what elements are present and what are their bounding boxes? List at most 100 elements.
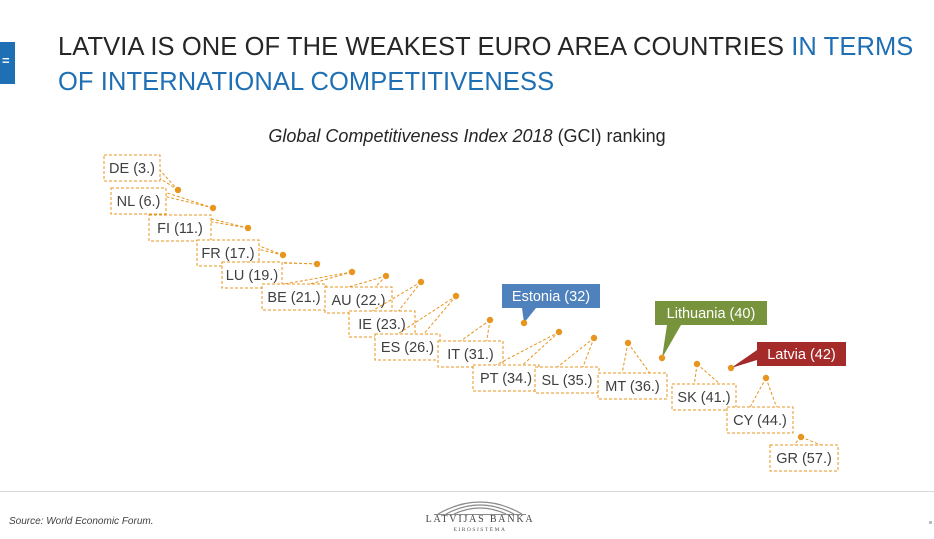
label-box bbox=[671, 383, 737, 411]
point-ie: IE (23.) bbox=[348, 278, 425, 338]
chart-title-normal: (GCI) ranking bbox=[552, 126, 666, 146]
data-label: SL (35.) bbox=[541, 373, 592, 389]
data-marker bbox=[797, 433, 805, 441]
data-label: Estonia (32) bbox=[512, 289, 590, 305]
data-marker bbox=[382, 272, 390, 280]
leader-line bbox=[793, 436, 822, 446]
source-note: Source: World Economic Forum. bbox=[9, 516, 154, 527]
data-marker bbox=[209, 204, 217, 212]
callout-box bbox=[655, 301, 767, 325]
label-box bbox=[348, 310, 416, 338]
point-gr: GR (57.) bbox=[769, 433, 839, 472]
data-label: NL (6.) bbox=[117, 194, 161, 210]
point-mt: MT (36.) bbox=[597, 339, 668, 400]
callout-tail bbox=[662, 325, 681, 358]
point-cy: CY (44.) bbox=[726, 374, 794, 434]
point-be: BE (21.) bbox=[261, 268, 356, 311]
logo-name: LATVIJAS BANKA bbox=[425, 514, 535, 525]
point-lithuania: Lithuania (40) bbox=[655, 301, 767, 362]
slide-title: LATVIA IS ONE OF THE WEAKEST EURO AREA C… bbox=[58, 30, 928, 100]
data-marker bbox=[658, 354, 666, 362]
point-es: ES (26.) bbox=[374, 292, 460, 361]
side-tab[interactable]: = bbox=[0, 42, 15, 84]
data-marker bbox=[727, 364, 735, 372]
data-marker bbox=[452, 292, 460, 300]
point-de: DE (3.) bbox=[103, 154, 182, 194]
data-marker bbox=[174, 186, 182, 194]
point-lu: LU (19.) bbox=[221, 260, 321, 289]
data-marker bbox=[279, 251, 287, 259]
data-marker bbox=[693, 360, 701, 368]
label-box bbox=[103, 154, 161, 182]
data-label: FR (17.) bbox=[201, 246, 254, 262]
label-box bbox=[324, 286, 393, 314]
menu-icon: = bbox=[2, 53, 10, 68]
data-label: BE (21.) bbox=[267, 290, 320, 306]
callout-tail bbox=[522, 308, 536, 323]
label-box bbox=[597, 372, 668, 400]
latvijas-banka-logo: LATVIJAS BANKA EIROSISTĒMA bbox=[420, 494, 540, 538]
leader-line bbox=[397, 295, 457, 335]
point-latvia: Latvia (42) bbox=[727, 342, 846, 372]
data-marker bbox=[348, 268, 356, 276]
data-label: Lithuania (40) bbox=[667, 306, 756, 322]
leader-line bbox=[371, 281, 422, 312]
data-label: FI (11.) bbox=[157, 221, 203, 237]
title-main: LATVIA IS ONE OF THE WEAKEST EURO AREA C… bbox=[58, 33, 792, 61]
logo-subtitle: EIROSISTĒMA bbox=[453, 527, 507, 533]
data-marker bbox=[486, 316, 494, 324]
label-box bbox=[148, 214, 212, 242]
point-sk: SK (41.) bbox=[671, 360, 737, 411]
data-marker bbox=[762, 374, 770, 382]
point-nl: NL (6.) bbox=[110, 187, 217, 215]
leader-line bbox=[749, 377, 777, 408]
point-fi: FI (11.) bbox=[148, 214, 252, 242]
data-label: ES (26.) bbox=[381, 340, 434, 356]
callout-box bbox=[757, 342, 846, 366]
point-it: IT (31.) bbox=[437, 316, 504, 368]
data-marker bbox=[520, 319, 528, 327]
data-marker bbox=[313, 260, 321, 268]
label-box bbox=[437, 340, 504, 368]
chart-title-italic: Global Competitiveness Index 2018 bbox=[268, 126, 553, 146]
corner-mark bbox=[929, 521, 932, 524]
data-marker bbox=[590, 334, 598, 342]
leader-line bbox=[284, 271, 353, 285]
title-highlight: IN TERMS OF INTERNATIONAL COMPETITIVENES… bbox=[58, 33, 914, 96]
point-au: AU (22.) bbox=[324, 272, 393, 314]
data-label: CY (44.) bbox=[733, 413, 787, 429]
callout-tail bbox=[731, 350, 757, 368]
label-box bbox=[769, 444, 839, 472]
data-label: AU (22.) bbox=[332, 293, 386, 309]
data-label: PT (34.) bbox=[480, 371, 532, 387]
label-box bbox=[726, 406, 794, 434]
point-sl: SL (35.) bbox=[534, 334, 600, 394]
leader-line bbox=[460, 319, 491, 342]
logo-arc-icon bbox=[434, 501, 526, 515]
footer-divider bbox=[0, 491, 934, 492]
data-label: IT (31.) bbox=[447, 347, 493, 363]
label-box bbox=[472, 364, 540, 392]
leader-line bbox=[621, 342, 651, 374]
label-box bbox=[374, 333, 441, 361]
data-marker bbox=[244, 224, 252, 232]
data-marker bbox=[555, 328, 563, 336]
data-label: MT (36.) bbox=[605, 379, 660, 395]
leader-line bbox=[348, 275, 387, 288]
leader-line bbox=[693, 363, 721, 385]
callout-box bbox=[502, 284, 600, 308]
data-label: LU (19.) bbox=[226, 268, 278, 284]
data-marker bbox=[417, 278, 425, 286]
point-estonia: Estonia (32) bbox=[502, 284, 600, 327]
chart-title: Global Competitiveness Index 2018 (GCI) … bbox=[0, 126, 934, 147]
data-label: DE (3.) bbox=[109, 161, 155, 177]
leader-line bbox=[557, 337, 595, 368]
data-marker bbox=[624, 339, 632, 347]
data-label: SK (41.) bbox=[677, 390, 730, 406]
leader-line bbox=[495, 331, 560, 366]
data-label: Latvia (42) bbox=[767, 347, 836, 363]
label-box bbox=[110, 187, 167, 215]
point-pt: PT (34.) bbox=[472, 328, 563, 392]
data-label: GR (57.) bbox=[776, 451, 832, 467]
